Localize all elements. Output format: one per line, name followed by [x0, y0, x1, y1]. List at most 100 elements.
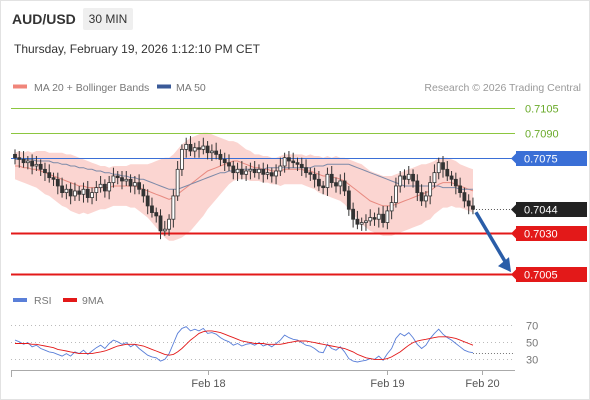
x-tick-label: Feb 19 — [370, 378, 404, 390]
ma50-legend-label: MA 50 — [176, 82, 206, 94]
candle-body-down — [227, 162, 231, 167]
candle — [248, 162, 253, 180]
candle — [364, 214, 368, 231]
candle-body-down — [197, 147, 201, 150]
last-price-label: 0.7044 — [524, 205, 558, 217]
candle — [201, 137, 206, 155]
candle-body-down — [453, 178, 458, 187]
candle-body-down — [150, 205, 154, 213]
candle-body-down — [462, 192, 467, 202]
candle-body-down — [158, 215, 163, 232]
candle — [278, 157, 283, 176]
candle-body-down — [218, 153, 223, 160]
candle-body-down — [55, 178, 60, 187]
candle — [51, 172, 56, 186]
candle — [471, 197, 475, 215]
candle — [98, 175, 103, 193]
candle — [180, 144, 184, 176]
candle-body-down — [214, 150, 219, 155]
candle — [120, 170, 124, 190]
candle-body-up — [94, 187, 99, 194]
candle-body-down — [43, 168, 47, 174]
candle — [107, 175, 112, 200]
candle-body-up — [394, 185, 398, 203]
candle — [115, 170, 120, 185]
candle — [282, 152, 287, 173]
candle-body-up — [325, 173, 330, 189]
candle — [252, 161, 257, 178]
candle-body-up — [209, 150, 214, 154]
candle-body-up — [398, 175, 403, 187]
candle-body-up — [364, 220, 368, 223]
candle — [389, 195, 394, 220]
candle-body-up — [248, 168, 253, 172]
candle — [43, 162, 47, 181]
candle — [466, 194, 471, 215]
pivot-label: 0.7075 — [524, 154, 558, 166]
candle — [34, 156, 39, 171]
candle-body-down — [466, 200, 471, 207]
candle-body-down — [154, 212, 159, 217]
support-label: 0.7030 — [524, 229, 558, 241]
rsi-tick-label: 50 — [526, 338, 538, 350]
candle — [162, 220, 167, 236]
instrument-title: AUD/USD — [12, 11, 76, 27]
candle — [316, 170, 321, 191]
resistance-label: 0.7105 — [525, 104, 559, 116]
candle — [411, 169, 415, 188]
candle-body-up — [406, 173, 411, 180]
candle-body-down — [351, 208, 356, 220]
x-tick-label: Feb 18 — [191, 378, 225, 390]
candle-body-down — [411, 173, 415, 182]
candle-body-up — [90, 192, 94, 199]
ma50-line — [15, 158, 473, 190]
moving-averages-layer — [15, 158, 474, 207]
candle — [128, 174, 133, 193]
candle-body-down — [222, 158, 227, 164]
candle — [141, 184, 146, 203]
candle-body-up — [359, 222, 364, 225]
rsi-ma-legend-swatch — [63, 298, 77, 302]
support-tag — [516, 267, 587, 282]
candle-body-down — [60, 185, 64, 194]
candle — [355, 210, 360, 230]
last-price-tag-pointer — [511, 204, 516, 215]
candle — [385, 205, 390, 230]
candle — [158, 209, 163, 240]
candle-body-up — [282, 157, 287, 167]
candle-body-down — [372, 217, 377, 220]
resistance-label: 0.7090 — [525, 129, 559, 141]
candle — [214, 142, 219, 160]
candle — [261, 162, 266, 183]
candle-body-down — [30, 160, 35, 167]
rsi-panel: 30 50 70 — [11, 321, 538, 367]
bollinger-bands-layer — [15, 132, 473, 241]
interval-button[interactable]: 30 MIN — [83, 8, 133, 30]
candle-body-up — [389, 202, 394, 212]
candle-body-up — [132, 182, 137, 187]
candle — [346, 185, 351, 216]
candle — [338, 174, 343, 195]
rsi-line — [14, 326, 474, 363]
candle-body-up — [64, 188, 69, 194]
candles-layer — [13, 136, 475, 240]
candle — [453, 172, 458, 195]
candle — [154, 207, 159, 223]
support-tag-pointer — [511, 228, 516, 239]
candle-body-down — [381, 213, 385, 223]
ma20-legend-swatch — [13, 84, 27, 89]
candle — [368, 209, 373, 226]
candle — [81, 182, 86, 203]
candle — [274, 164, 278, 185]
candle — [218, 149, 223, 167]
support-label: 0.7005 — [524, 270, 558, 282]
candle — [239, 161, 244, 180]
candle — [55, 172, 60, 195]
levels-layer — [11, 108, 516, 276]
candle-body-up — [162, 228, 167, 232]
candle-body-down — [205, 145, 210, 154]
candle-body-down — [269, 172, 274, 177]
candle — [94, 180, 99, 201]
candle-body-up — [25, 160, 30, 164]
candle-body-down — [239, 168, 244, 175]
